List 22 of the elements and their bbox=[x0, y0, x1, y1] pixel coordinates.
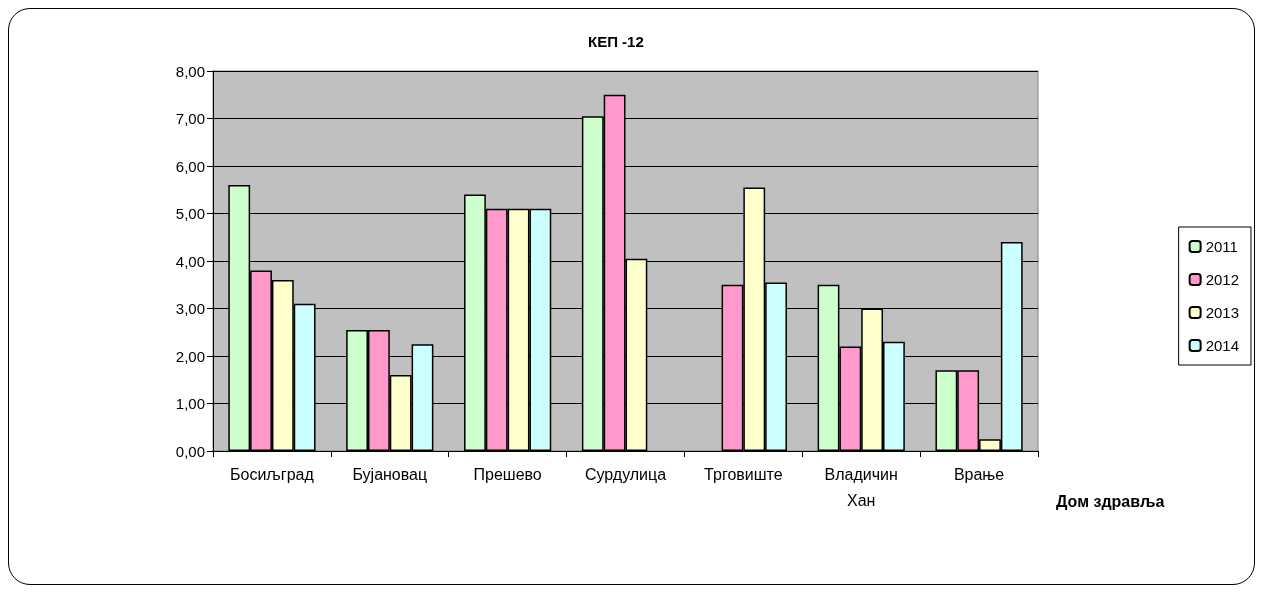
y-tick-label: 0,00 bbox=[175, 442, 205, 460]
x-tick-label: Владичин Хан bbox=[824, 465, 898, 509]
x-axis-title: Дом здравља bbox=[1056, 492, 1165, 510]
x-tick-label: Сурдулица bbox=[584, 465, 667, 483]
x-tick-label: Прешево bbox=[473, 465, 542, 483]
x-tick-label: Бујановац bbox=[352, 465, 428, 483]
x-tick-label: Босиљград bbox=[230, 465, 315, 483]
y-tick-label: 8,00 bbox=[175, 62, 205, 80]
x-tick-label: Врање bbox=[953, 465, 1005, 483]
legend-label: 2012 bbox=[1205, 271, 1240, 288]
y-tick-label: 7,00 bbox=[175, 110, 205, 127]
y-tick-label: 4,00 bbox=[175, 252, 205, 270]
y-tick-label: 5,00 bbox=[175, 205, 205, 222]
chart-title: КЕП -12 bbox=[588, 33, 644, 50]
x-tick-label: Трговиште bbox=[704, 465, 783, 483]
legend-label: 2013 bbox=[1205, 304, 1240, 321]
y-tick-label: 2,00 bbox=[175, 347, 205, 365]
legend-label: 2011 bbox=[1205, 238, 1238, 255]
y-tick-label: 6,00 bbox=[175, 157, 205, 175]
legend-label: 2014 bbox=[1205, 337, 1240, 354]
y-tick-label: 3,00 bbox=[175, 300, 205, 317]
y-tick-label: 1,00 bbox=[175, 395, 205, 412]
